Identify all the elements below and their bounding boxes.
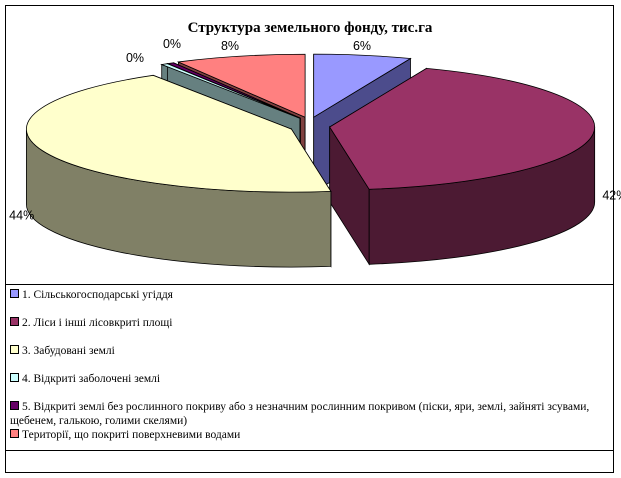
legend-swatch-5: [10, 401, 19, 410]
legend-swatch-6: [10, 429, 19, 438]
legend-item-4: 4. Відкриті заболочені землі: [10, 372, 616, 386]
legend-swatch-3: [10, 345, 19, 354]
pie-slices: [25, 53, 596, 268]
slice-2: [329, 67, 596, 190]
chart-frame: [5, 5, 614, 473]
legend-swatch-1: [10, 289, 19, 298]
data-label-1: 6%: [353, 39, 371, 53]
legend-label-5: 5. Відкриті землі без рослинного покриву…: [10, 401, 590, 427]
legend-item-3: 3. Забудовані землі: [10, 344, 616, 358]
legend-label-2: 2. Ліси і інші лісовкриті площі: [22, 317, 173, 329]
legend-swatch-4: [10, 373, 19, 382]
legend-item-6: Території, що покриті поверхневими водам…: [10, 428, 616, 442]
legend-label-1: 1. Сільськогосподарські угіддя: [22, 289, 173, 301]
data-label-4: 0%: [126, 51, 144, 65]
legend-swatch-2: [10, 317, 19, 326]
legend-label-3: 3. Забудовані землі: [22, 345, 115, 357]
legend-label-4: 4. Відкриті заболочені землі: [22, 373, 161, 385]
legend-top-border: [5, 284, 614, 285]
data-label-6: 8%: [221, 39, 239, 53]
chart-title: Структура земельного фонду, тис.га: [188, 20, 433, 36]
slice-6: [176, 53, 306, 118]
data-label-5: 0%: [163, 37, 181, 51]
legend-label-6: Території, що покриті поверхневими водам…: [22, 429, 241, 441]
slice-3: [25, 74, 332, 193]
legend-item-1: 1. Сільськогосподарські угіддя: [10, 288, 616, 302]
slice-1: [313, 53, 412, 118]
slice-4: [160, 63, 301, 119]
pie-chart: Структура земельного фонду, тис.га 6% 42%…: [9, 20, 621, 268]
legend-item-2: 2. Ліси і інші лісовкриті площі: [10, 316, 616, 330]
data-label-3: 44%: [9, 208, 34, 222]
legend-item-5: 5. Відкриті землі без рослинного покриву…: [10, 400, 616, 428]
data-label-2: 42%: [602, 189, 621, 203]
pie-labels: 6% 42% 44% 0% 0% 8%: [9, 37, 621, 222]
legend-bottom-border: [5, 450, 614, 451]
